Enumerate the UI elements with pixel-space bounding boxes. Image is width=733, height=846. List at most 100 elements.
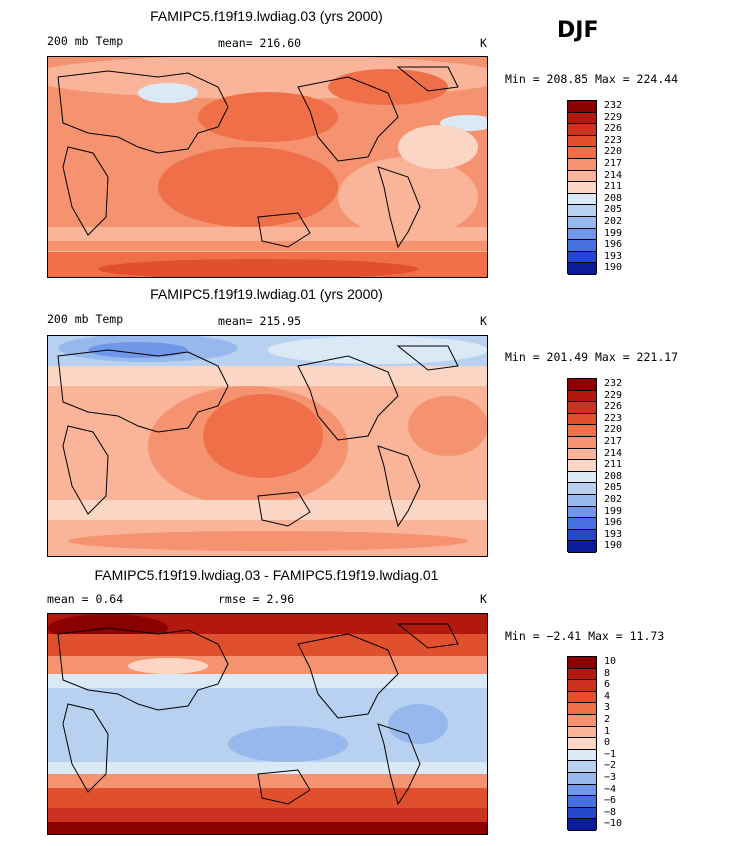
colorbar-swatch: [568, 251, 596, 264]
colorbar-swatch: [568, 182, 596, 194]
colorbar-swatch: [568, 413, 596, 426]
panel3-units: K: [480, 592, 487, 606]
colorbar-swatch: [568, 390, 596, 403]
panel3-rmse: rmse = 2.96: [218, 592, 295, 606]
colorbar-swatch: [568, 529, 596, 542]
colorbar-swatch: [568, 506, 596, 519]
colorbar-tick-label: 199: [604, 505, 623, 517]
colorbar-swatch: [568, 460, 596, 472]
colorbar-swatch: [568, 263, 596, 275]
panel2-variable: 200 mb Temp: [47, 312, 124, 326]
colorbar-swatch: [568, 112, 596, 125]
panel3-minmax: Min = −2.41 Max = 11.73: [505, 629, 665, 643]
colorbar-tick-label: 0: [604, 737, 611, 749]
colorbar-tick-label: 208: [604, 192, 623, 204]
colorbar-swatch: [568, 738, 596, 750]
colorbar-swatch: [568, 691, 596, 704]
colorbar-tick-label: −6: [604, 795, 617, 807]
panel3-mean: mean = 0.64: [47, 592, 124, 606]
colorbar-tick-label: −2: [604, 760, 617, 772]
colorbar-tick-label: 193: [604, 250, 623, 262]
colorbar-tick-label: 4: [604, 690, 611, 702]
colorbar-tick-label: 1: [604, 725, 611, 737]
colorbar-swatch: [568, 216, 596, 229]
colorbar-swatch: [568, 436, 596, 449]
panel1-minmax: Min = 208.85 Max = 224.44: [505, 72, 679, 86]
colorbar-swatch: [568, 135, 596, 148]
colorbar-tick-label: −3: [604, 772, 617, 783]
panel2-minmax: Min = 201.49 Max = 221.17: [505, 350, 679, 364]
colorbar-swatch: [568, 680, 596, 692]
colorbar-swatch: [568, 471, 596, 484]
panel3-map: [47, 613, 488, 835]
colorbar-swatch: [568, 483, 596, 495]
colorbar-tick-label: 214: [604, 447, 623, 459]
colorbar-swatch: [568, 425, 596, 437]
panel3-title: FAMIPC5.f19f19.lwdiag.03 - FAMIPC5.f19f1…: [94, 567, 439, 583]
panel1-units: K: [480, 36, 487, 50]
colorbar-tick-label: 214: [604, 169, 623, 181]
colorbar-tick-label: 196: [604, 517, 623, 529]
colorbar-tick-label: 226: [604, 123, 623, 135]
colorbar-tick-label: 8: [604, 667, 611, 679]
colorbar-swatch: [568, 749, 596, 762]
colorbar-tick-label: −1: [604, 748, 617, 760]
colorbar-swatch: [568, 784, 596, 797]
panel2-map: [47, 335, 488, 557]
colorbar-tick-label: 217: [604, 436, 623, 447]
colorbar-tick-label: 10: [604, 656, 617, 667]
colorbar-tick-label: 190: [604, 262, 623, 274]
colorbar-tick-label: 6: [604, 679, 611, 691]
colorbar-swatch: [568, 124, 596, 136]
colorbar-swatch: [568, 170, 596, 183]
colorbar-tick-label: 205: [604, 204, 623, 216]
colorbar-swatch: [568, 494, 596, 507]
panel2-units: K: [480, 314, 487, 328]
colorbar-swatch: [568, 193, 596, 206]
colorbar-swatch: [568, 703, 596, 715]
colorbar-tick-label: 211: [604, 181, 623, 193]
colorbar-tick-label: 205: [604, 482, 623, 494]
colorbar-swatch: [568, 541, 596, 553]
colorbar-tick-label: 2: [604, 714, 611, 725]
season-label: DJF: [557, 18, 599, 43]
panel2-title: FAMIPC5.f19f19.lwdiag.01 (yrs 2000): [150, 286, 383, 302]
colorbar-tick-label: 229: [604, 389, 623, 401]
panel1-mean: mean= 216.60: [218, 36, 302, 50]
colorbar-tick-label: 196: [604, 239, 623, 251]
colorbar-swatch: [568, 657, 596, 669]
panel1-colorbar: [567, 100, 597, 275]
colorbar-swatch: [568, 714, 596, 727]
panel1-title: FAMIPC5.f19f19.lwdiag.03 (yrs 2000): [150, 8, 383, 24]
colorbar-swatch: [568, 205, 596, 217]
colorbar-swatch: [568, 796, 596, 808]
colorbar-swatch: [568, 402, 596, 414]
colorbar-swatch: [568, 228, 596, 241]
colorbar-tick-label: 232: [604, 378, 623, 389]
colorbar-tick-label: 220: [604, 424, 623, 436]
panel1-map: [47, 56, 488, 278]
colorbar-tick-label: 199: [604, 227, 623, 239]
colorbar-tick-label: −4: [604, 783, 617, 795]
colorbar-tick-label: −8: [604, 806, 617, 818]
colorbar-tick-label: 3: [604, 702, 611, 714]
colorbar-tick-label: 202: [604, 494, 623, 505]
colorbar-tick-label: 202: [604, 216, 623, 227]
colorbar-tick-label: 190: [604, 540, 623, 552]
panel2-mean: mean= 215.95: [218, 314, 302, 328]
colorbar-tick-label: 226: [604, 401, 623, 413]
colorbar-tick-label: 223: [604, 412, 623, 424]
colorbar-tick-label: −10: [604, 818, 623, 830]
colorbar-tick-label: 223: [604, 134, 623, 146]
colorbar-tick-label: 211: [604, 459, 623, 471]
colorbar-swatch: [568, 772, 596, 785]
colorbar-swatch: [568, 448, 596, 461]
colorbar-swatch: [568, 668, 596, 681]
colorbar-tick-label: 229: [604, 111, 623, 123]
colorbar-tick-label: 232: [604, 100, 623, 111]
colorbar-swatch: [568, 147, 596, 159]
colorbar-swatch: [568, 379, 596, 391]
colorbar-tick-label: 217: [604, 158, 623, 169]
colorbar-tick-label: 208: [604, 470, 623, 482]
colorbar-tick-label: 220: [604, 146, 623, 158]
